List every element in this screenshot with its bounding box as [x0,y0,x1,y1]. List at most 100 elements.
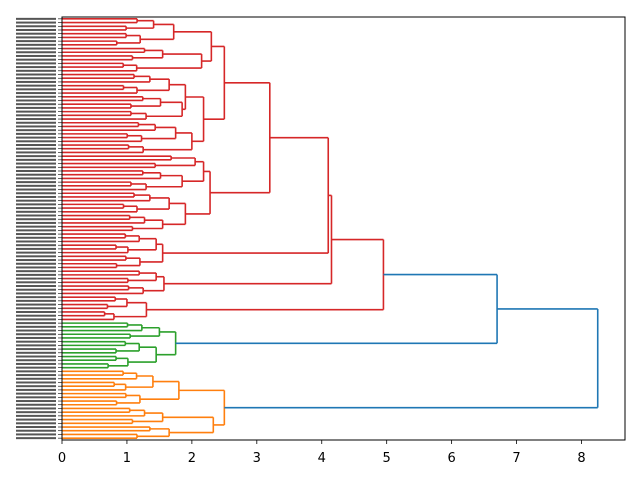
leaf-label [16,147,56,150]
leaf-label [16,322,56,325]
leaf-label [16,336,56,339]
leaf-label [16,385,56,388]
leaf-label [16,411,56,414]
leaf-label [16,362,56,365]
x-tick-label: 5 [383,451,391,466]
leaf-label [16,169,56,172]
leaf-label [16,262,56,265]
leaf-label [16,292,56,295]
leaf-label [16,66,56,69]
leaf-label [16,114,56,117]
leaf-label [16,314,56,317]
leaf-label [16,51,56,54]
leaf-label [16,77,56,80]
leaf-label [16,221,56,224]
leaf-label [16,121,56,124]
leaf-label [16,426,56,429]
leaf-label [16,273,56,276]
leaf-label [16,103,56,106]
leaf-label [16,374,56,377]
plot-frame [61,16,626,441]
leaf-label [16,129,56,132]
leaf-label [16,348,56,351]
x-tick-label: 2 [188,451,196,466]
leaf-label [16,188,56,191]
leaf-label [16,270,56,273]
leaf-label [16,229,56,232]
leaf-label [16,106,56,109]
leaf-label [16,84,56,87]
leaf-label [16,422,56,425]
leaf-label [16,388,56,391]
leaf-label [16,199,56,202]
leaf-label [16,158,56,161]
leaf-label [16,437,56,440]
leaf-label [16,340,56,343]
leaf-label [16,303,56,306]
leaf-label [16,99,56,102]
leaf-label [16,288,56,291]
leaf-label [16,58,56,61]
leaf-label [16,69,56,72]
leaf-label [16,151,56,154]
leaf-label [16,429,56,432]
leaf-label [16,140,56,143]
leaf-label [16,310,56,313]
leaf-label [16,21,56,24]
leaf-label [16,47,56,50]
leaf-label [16,433,56,436]
leaf-label [16,247,56,250]
leaf-label [16,28,56,31]
x-tick-label: 0 [58,451,66,466]
leaf-label [16,400,56,403]
x-axis: 0 1 2 3 4 5 6 7 8 [58,440,586,466]
leaf-label [16,210,56,213]
leaf-label [16,255,56,258]
leaf-label [16,366,56,369]
leaf-label [16,407,56,410]
leaf-label [16,351,56,354]
leaf-label [16,355,56,358]
leaf-label [16,318,56,321]
leaf-label [16,125,56,128]
leaf-label [16,418,56,421]
leaf-label [16,203,56,206]
leaf-label [16,195,56,198]
leaf-label [16,403,56,406]
leaf-label [16,218,56,221]
leaf-label [16,414,56,417]
leaf-label [16,285,56,288]
leaf-label [16,251,56,254]
x-tick-label: 7 [512,451,520,466]
leaf-label [16,136,56,139]
leaf-label [16,40,56,43]
leaf-label [16,396,56,399]
leaf-label [16,307,56,310]
leaf-label [16,329,56,332]
leaf-label [16,259,56,262]
leaf-label [16,359,56,362]
leaf-label [16,233,56,236]
leaf-label [16,333,56,336]
leaf-label [16,166,56,169]
leaf-label [16,17,56,20]
leaf-label [16,25,56,28]
x-tick-label: 6 [447,451,455,466]
leaf-label [16,370,56,373]
leaf-label [16,110,56,113]
leaf-label [16,192,56,195]
leaf-label [16,118,56,121]
leaf-label [16,92,56,95]
leaf-label [16,281,56,284]
leaf-label [16,225,56,228]
leaf-label [16,296,56,299]
leaf-label [16,181,56,184]
leaf-label [16,155,56,158]
leaf-label [16,95,56,98]
leaf-label [16,132,56,135]
leaf-label [16,173,56,176]
x-tick-label: 3 [253,451,261,466]
leaf-label [16,43,56,46]
leaf-label [16,244,56,247]
leaf-labels [16,17,62,440]
